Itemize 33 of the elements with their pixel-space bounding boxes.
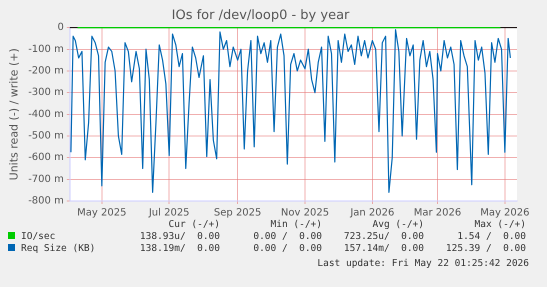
chart-title: IOs for /dev/loop0 - by year [172, 8, 350, 24]
text: Cur (-/+) [168, 218, 220, 230]
x-tick-label: May 2025 [77, 208, 126, 219]
y-tick-label: -300 m [28, 87, 64, 98]
y-tick-label: -800 m [28, 196, 64, 207]
text: Avg (-/+) [372, 218, 424, 230]
y-tick-label: -500 m [28, 130, 64, 142]
text: 1.54 / 0.00 [456, 230, 526, 242]
legend-label: Req Size (KB) [20, 242, 96, 254]
text: Last update: Fri May 22 01:25:42 2026 [317, 258, 529, 269]
x-tick-label: Nov 2025 [280, 208, 330, 219]
text: Max (-/+) [474, 218, 526, 230]
text: 0.00 / 0.00 [252, 242, 322, 254]
y-tick-label: -600 m [28, 152, 64, 164]
text: 138.19m/ 0.00 [138, 242, 220, 254]
text: 157.14m/ 0.00 [342, 242, 424, 254]
y-axis-title: Units read (-) / write (+) [7, 48, 20, 180]
y-tick-label: 0 [57, 22, 64, 34]
x-tick-label: Jan 2026 [349, 208, 394, 219]
x-tick-label: Jul 2025 [148, 208, 190, 219]
y-tick-label: -100 m [28, 44, 64, 55]
x-tick-label: May 2026 [480, 208, 530, 219]
y-tick-label: -400 m [28, 108, 64, 120]
text: 125.39 / 0.00 [444, 242, 526, 254]
x-tick-label: Sep 2025 [214, 208, 262, 219]
text: 0.00 / 0.00 [252, 230, 322, 242]
y-tick-label: -700 m [28, 174, 64, 185]
text: 138.93u/ 0.00 [138, 230, 220, 242]
text: 723.25u/ 0.00 [342, 230, 424, 242]
text: Min (-/+) [270, 218, 322, 230]
y-tick-label: -200 m [28, 66, 64, 77]
x-tick-label: Mar 2026 [414, 208, 462, 219]
legend-label: IO/sec [20, 230, 56, 242]
